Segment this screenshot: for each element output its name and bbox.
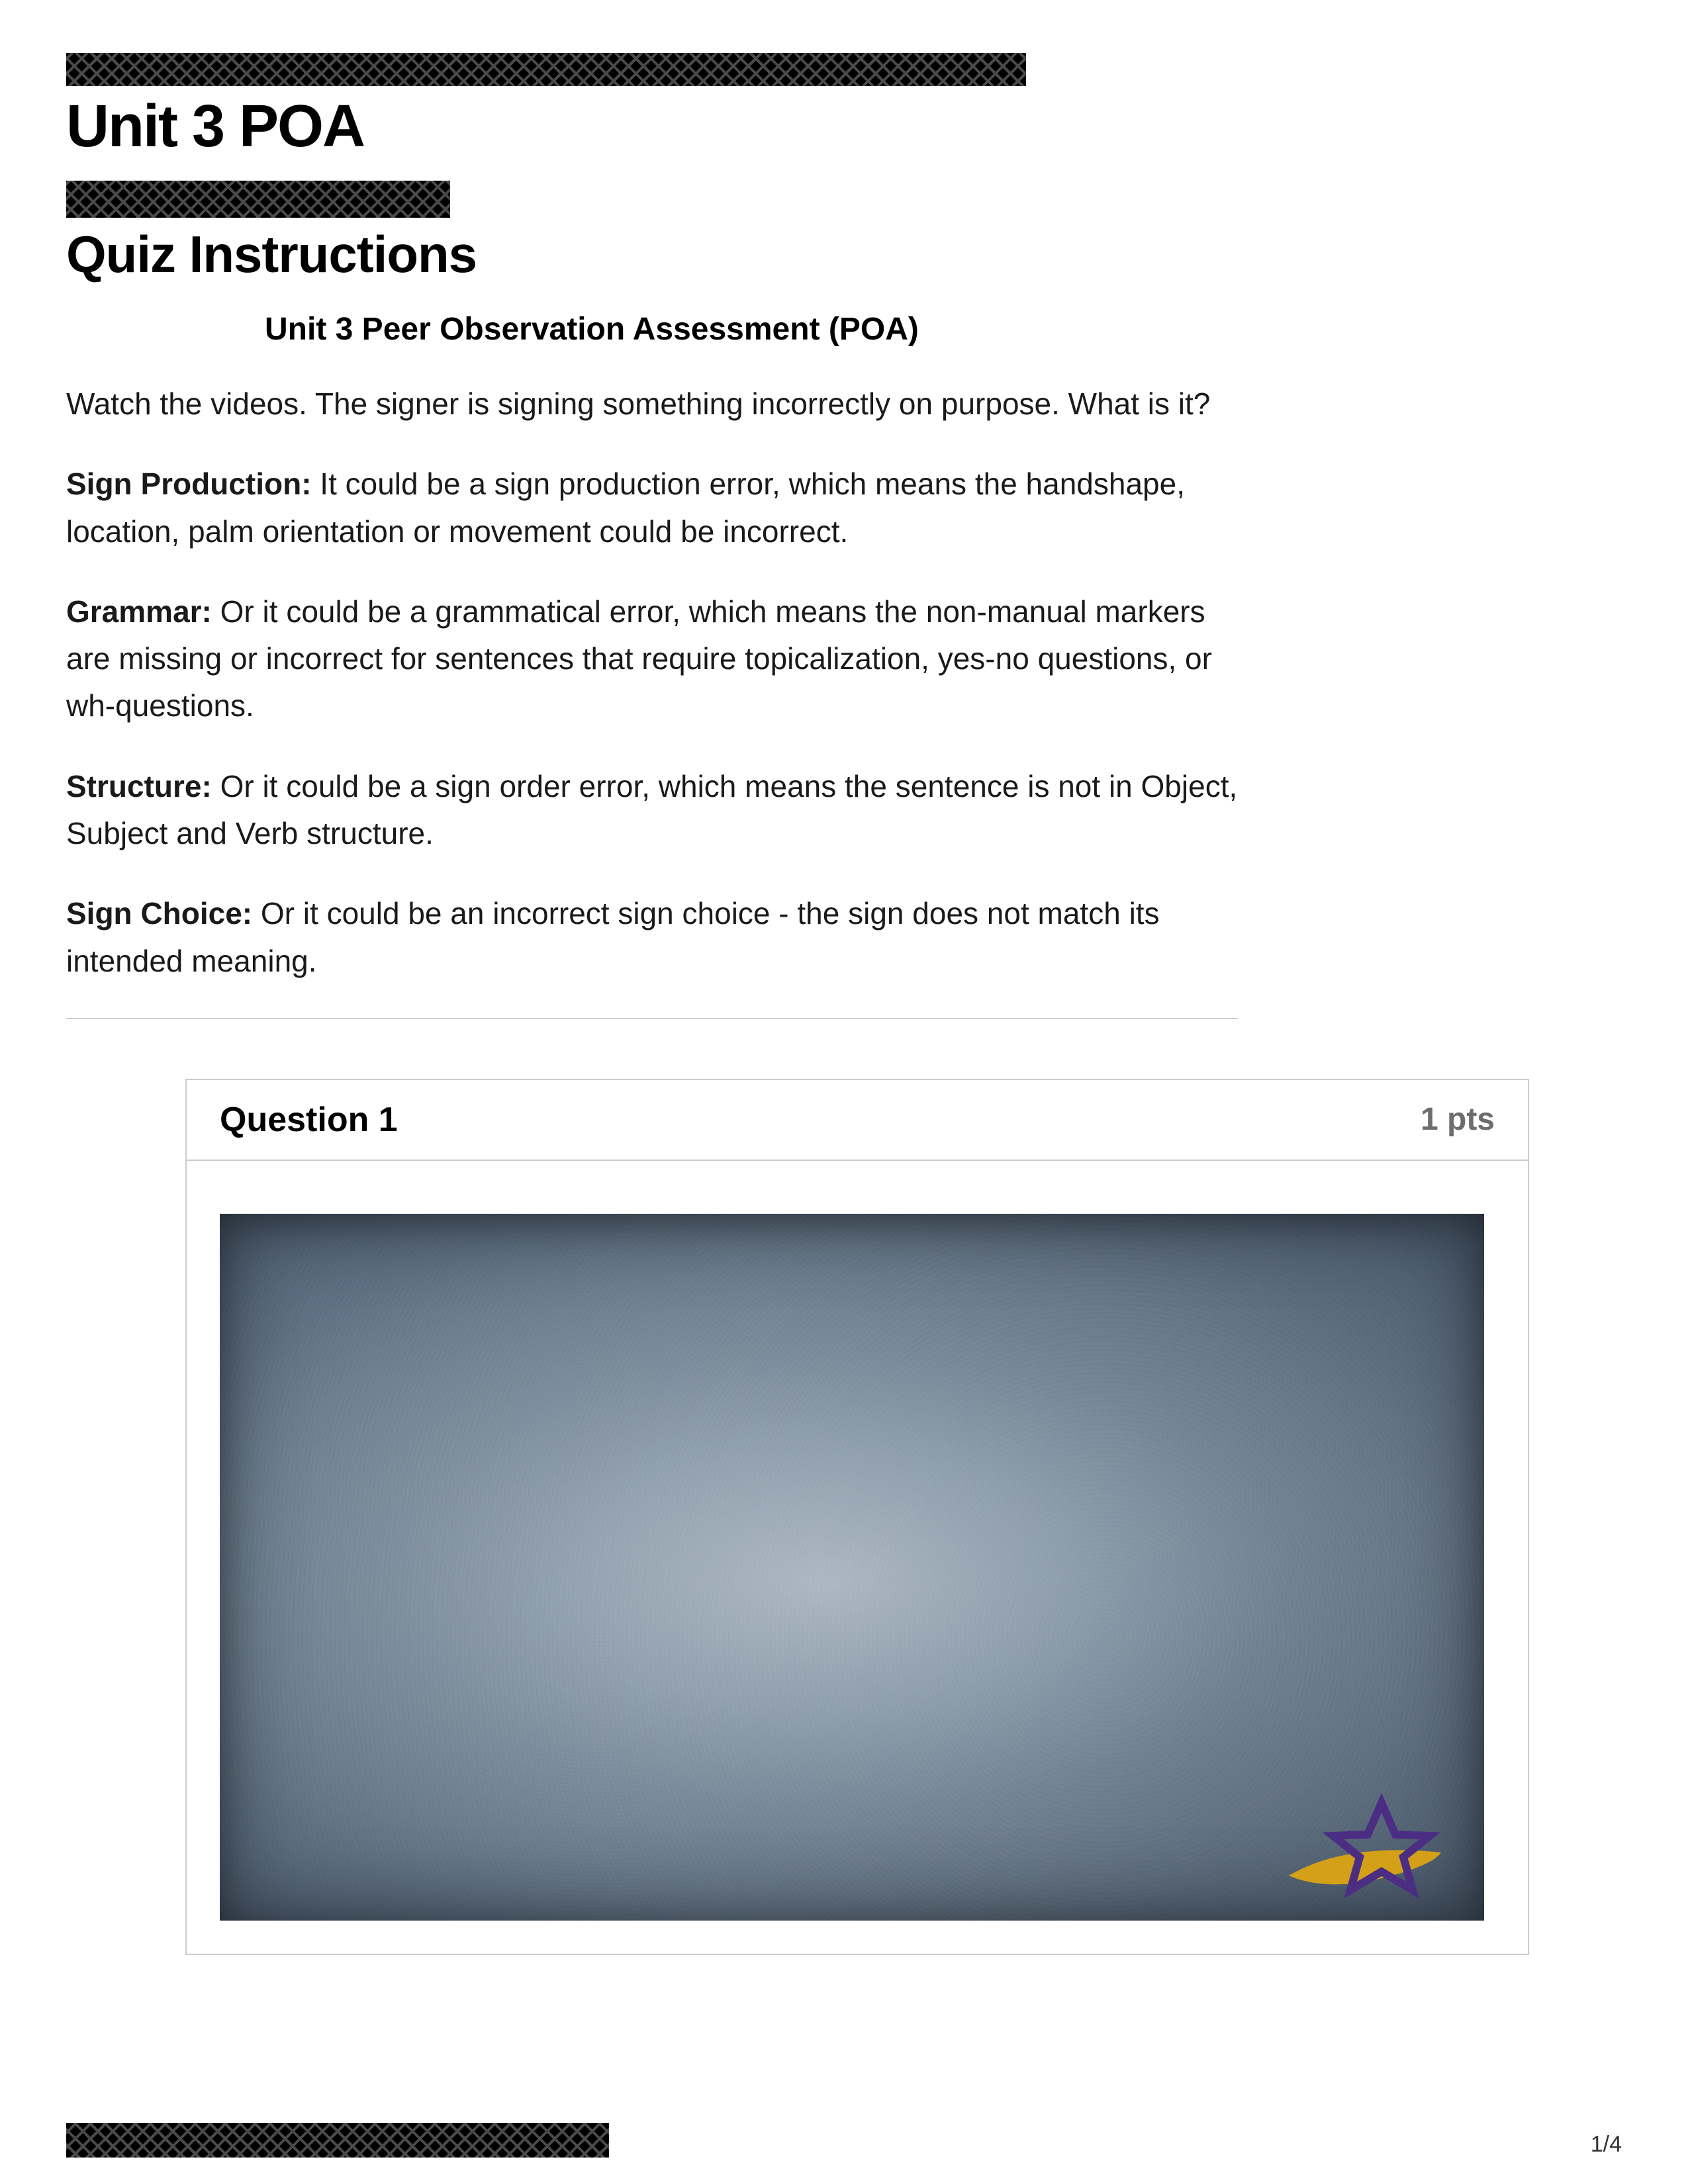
instructions-item-label: Sign Production: [66, 467, 312, 501]
video-thumbnail[interactable] [220, 1214, 1484, 1921]
page-number: 1/4 [1591, 2132, 1622, 2158]
instructions-item-label: Grammar: [66, 594, 212, 629]
section-title: Quiz Instructions [66, 224, 1622, 285]
decorative-border-bottom [66, 2123, 609, 2158]
question-header: Question 1 1 pts [187, 1080, 1528, 1161]
instructions-item-label: Sign Choice: [66, 896, 252, 931]
instructions-item-label: Structure: [66, 769, 212, 803]
instructions-block: Unit 3 Peer Observation Assessment (POA)… [66, 311, 1238, 1019]
instructions-item: Grammar: Or it could be a grammatical er… [66, 588, 1238, 730]
question-body [187, 1161, 1528, 1954]
question-title: Question 1 [220, 1100, 398, 1140]
instructions-item-text: Or it could be a sign order error, which… [66, 769, 1237, 850]
instructions-subtitle: Unit 3 Peer Observation Assessment (POA) [265, 311, 1238, 347]
decorative-border-mid [66, 181, 450, 218]
instructions-item: Sign Choice: Or it could be an incorrect… [66, 890, 1238, 985]
question-box: Question 1 1 pts [185, 1079, 1529, 1955]
decorative-border-top [66, 53, 1026, 86]
page-container: Unit 3 POA Quiz Instructions Unit 3 Peer… [0, 0, 1688, 2184]
divider [66, 1018, 1238, 1019]
instructions-intro: Watch the videos. The signer is signing … [66, 381, 1238, 428]
page-title: Unit 3 POA [66, 93, 1622, 161]
instructions-item: Sign Production: It could be a sign prod… [66, 461, 1238, 555]
star-swoosh-logo-icon [1279, 1790, 1451, 1902]
instructions-item: Structure: Or it could be a sign order e… [66, 763, 1238, 858]
instructions-item-text: Or it could be a grammatical error, whic… [66, 594, 1212, 723]
question-points: 1 pts [1421, 1101, 1495, 1138]
